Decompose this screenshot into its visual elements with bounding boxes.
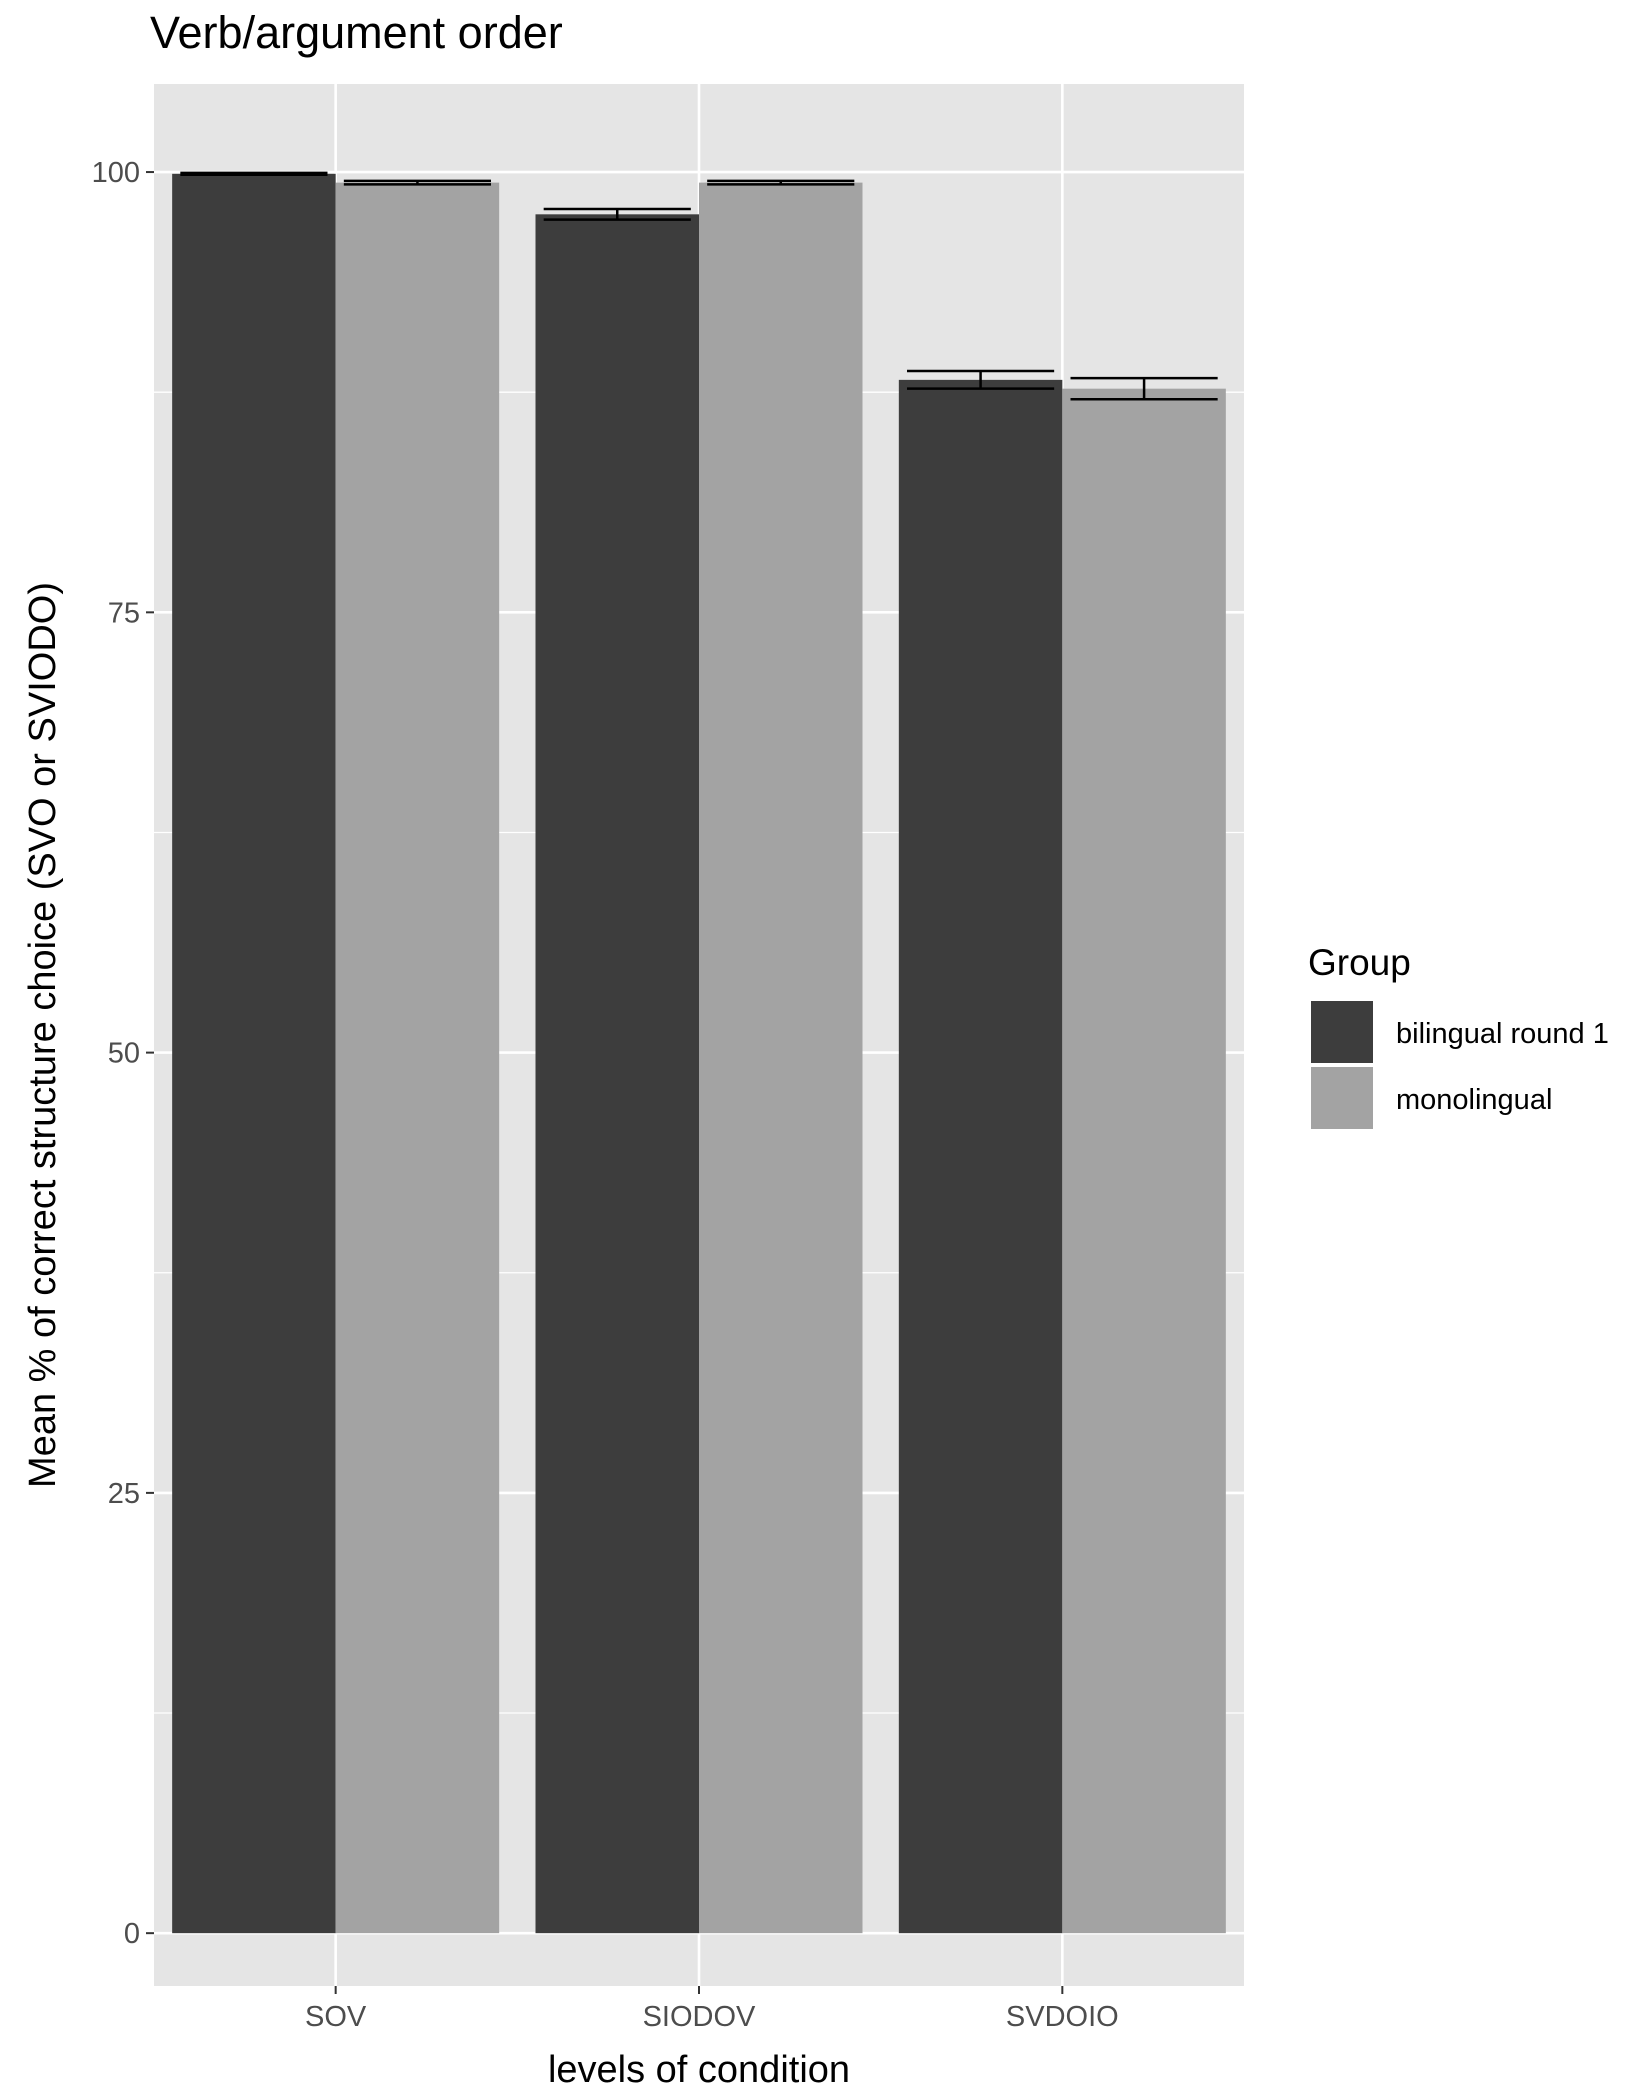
legend: Group bilingual round 1 monolingual bbox=[1308, 942, 1609, 1129]
x-tick-label: SIODOV bbox=[643, 2001, 756, 2033]
legend-label: bilingual round 1 bbox=[1396, 1018, 1609, 1050]
bar-bilingual-round-1-SVDOIO bbox=[898, 379, 1063, 1934]
y-tick-label: 50 bbox=[108, 1038, 140, 1070]
y-tick-label: 100 bbox=[92, 157, 140, 189]
x-axis: SOV SIODOV SVDOIO bbox=[305, 1986, 1119, 2033]
bar-monolingual-SOV bbox=[335, 182, 500, 1934]
y-tick-label: 75 bbox=[108, 597, 140, 629]
legend-key-monolingual bbox=[1311, 1067, 1373, 1129]
bar-monolingual-SVDOIO bbox=[1062, 388, 1226, 1934]
y-axis-title: Mean % of correct structure choice (SVO … bbox=[22, 582, 64, 1488]
y-axis: 0 25 50 75 100 bbox=[92, 157, 154, 1950]
x-axis-title: levels of condition bbox=[548, 2049, 850, 2091]
legend-key-bilingual-round-1 bbox=[1311, 1001, 1373, 1063]
bars bbox=[172, 173, 1226, 1934]
chart-title: Verb/argument order bbox=[150, 7, 563, 58]
legend-title: Group bbox=[1308, 942, 1411, 983]
bar-monolingual-SIODOV bbox=[699, 182, 863, 1934]
y-tick-label: 0 bbox=[124, 1918, 140, 1950]
x-tick-label: SOV bbox=[305, 2001, 367, 2033]
bar-bilingual-round-1-SIODOV bbox=[535, 214, 699, 1934]
error-bars bbox=[180, 171, 1218, 401]
y-tick-label: 25 bbox=[108, 1478, 140, 1510]
legend-label: monolingual bbox=[1396, 1084, 1552, 1116]
x-tick-label: SVDOIO bbox=[1006, 2001, 1119, 2033]
bar-bilingual-round-1-SOV bbox=[172, 173, 336, 1934]
